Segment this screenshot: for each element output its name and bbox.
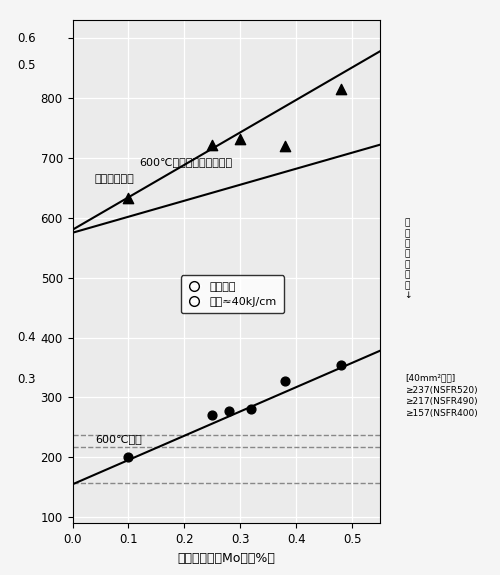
Text: 0.4: 0.4 — [18, 331, 36, 344]
Point — [208, 140, 216, 150]
Text: 600℃耐力: 600℃耐力 — [95, 434, 142, 444]
Point — [225, 406, 233, 415]
Point — [337, 360, 345, 369]
Point — [337, 85, 345, 94]
Point — [281, 141, 289, 151]
Point — [281, 376, 289, 385]
Point — [124, 193, 132, 202]
Point — [208, 411, 216, 420]
Text: 0.3: 0.3 — [18, 373, 36, 386]
Point — [124, 453, 132, 462]
Text: 常温引張強さ: 常温引張強さ — [95, 174, 134, 184]
Point — [248, 405, 256, 414]
Text: 0.5: 0.5 — [18, 59, 36, 71]
Text: 0.6: 0.6 — [18, 32, 36, 45]
Point — [236, 134, 244, 143]
Text: 高
温
耐
力
保
証
値
↓: 高 温 耐 力 保 証 値 ↓ — [404, 218, 411, 300]
Legend: 立向姿勢, 入点≈40kJ/cm: 立向姿勢, 入点≈40kJ/cm — [181, 275, 284, 313]
Text: 600℃耐力／常温引張強さ: 600℃耐力／常温引張強さ — [140, 157, 232, 167]
X-axis label: 溶接金属中のMo量（%）: 溶接金属中のMo量（%） — [178, 551, 275, 565]
Text: [40mm²以下]
≥237(NSFR520)
≥217(NSFR490)
≥157(NSFR400): [40mm²以下] ≥237(NSFR520) ≥217(NSFR490) ≥1… — [405, 374, 478, 418]
